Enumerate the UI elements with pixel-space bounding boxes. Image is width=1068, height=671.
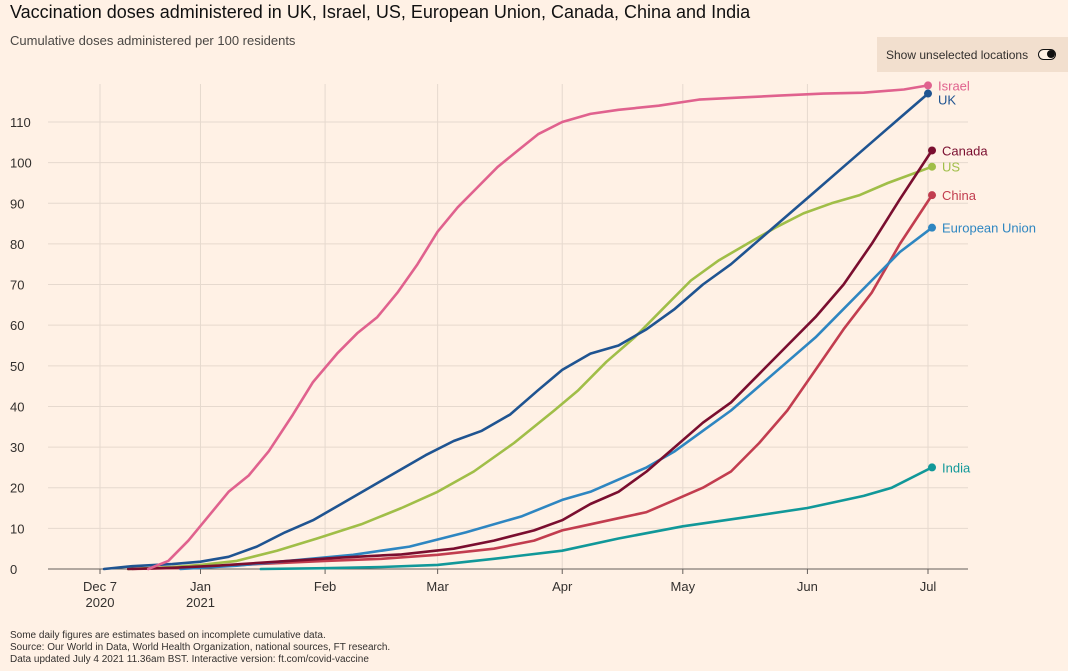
- series-label-india: India: [942, 460, 971, 475]
- series-label-canada: Canada: [942, 143, 988, 158]
- series-label-european-union: European Union: [942, 221, 1036, 236]
- chart-subtitle: Cumulative doses administered per 100 re…: [10, 33, 296, 48]
- series-label-us: US: [942, 160, 960, 175]
- x-tick-label: Feb: [314, 579, 336, 594]
- y-tick-label: 50: [10, 359, 24, 374]
- series-end-dot-us: [928, 162, 937, 171]
- series-end-dot-israel: [924, 81, 932, 90]
- series-label-china: China: [942, 188, 977, 203]
- series-line-israel: [146, 84, 930, 571]
- series-end-dot-china: [928, 191, 937, 200]
- y-tick-label: 90: [10, 196, 24, 211]
- x-tick-label: Apr: [552, 579, 573, 594]
- footnote-updated: Data updated July 4 2021 11.36am BST. In…: [10, 654, 369, 665]
- chart-title: Vaccination doses administered in UK, Is…: [10, 2, 751, 22]
- footnote-source: Source: Our World in Data, World Health …: [10, 642, 391, 653]
- footnote-estimates: Some daily figures are estimates based o…: [10, 630, 326, 641]
- x-tick-label: May: [671, 579, 696, 594]
- series-end-dot-india: [928, 463, 937, 472]
- series-line-european-union: [179, 226, 934, 571]
- toggle-label: Show unselected locations: [886, 47, 1029, 62]
- series-line-china: [130, 193, 934, 571]
- x-tick-sublabel: 2021: [186, 595, 215, 610]
- show-unselected-toggle[interactable]: Show unselected locations: [877, 37, 1068, 72]
- x-tick-label: Mar: [426, 579, 449, 594]
- y-tick-label: 80: [10, 237, 24, 252]
- series-line-uk: [102, 92, 930, 571]
- y-tick-label: 20: [10, 481, 24, 496]
- y-tick-label: 60: [10, 318, 24, 333]
- y-tick-label: 110: [10, 115, 31, 130]
- series-end-dot-european-union: [928, 223, 937, 232]
- x-tick-sublabel: 2020: [86, 595, 115, 610]
- series-label-israel: Israel: [938, 78, 970, 93]
- series-end-dot-canada: [928, 146, 937, 155]
- series-line-us: [126, 165, 934, 571]
- footnotes: Some daily figures are estimates based o…: [10, 630, 390, 666]
- x-tick-label: Dec 7: [83, 579, 117, 594]
- y-tick-label: 100: [10, 156, 32, 171]
- y-tick-label: 40: [10, 399, 24, 414]
- toggle-switch-icon[interactable]: [1038, 49, 1056, 60]
- x-tick-label: Jul: [920, 579, 937, 594]
- series-label-uk: UK: [938, 93, 956, 108]
- toggle-knob: [1047, 50, 1055, 58]
- series-end-dot-uk: [924, 89, 932, 98]
- series-line-canada: [126, 149, 934, 571]
- x-tick-label: Jan: [190, 579, 211, 594]
- series-line-india: [259, 466, 934, 571]
- series-layer: [102, 81, 937, 571]
- y-tick-label: 30: [10, 440, 24, 455]
- y-tick-label: 0: [10, 562, 17, 577]
- x-tick-label: Jun: [797, 579, 818, 594]
- y-tick-label: 10: [10, 521, 24, 536]
- grid-layer: [48, 84, 968, 569]
- y-tick-label: 70: [10, 278, 24, 293]
